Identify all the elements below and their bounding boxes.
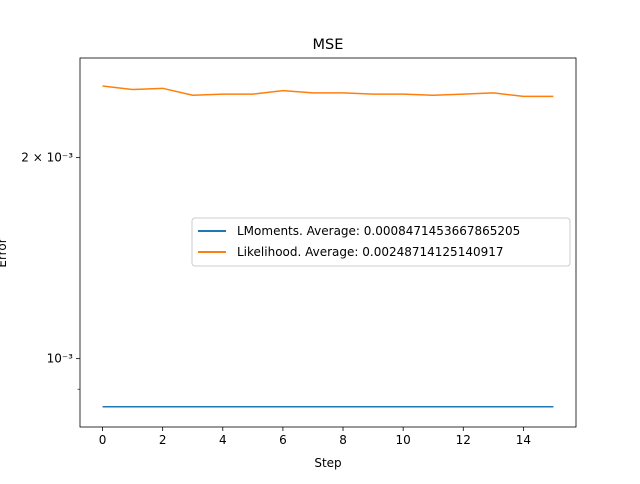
x-tick-label: 2 xyxy=(159,433,167,447)
x-tick-label: 0 xyxy=(99,433,107,447)
x-tick-label: 14 xyxy=(516,433,531,447)
plot-frame xyxy=(79,57,577,428)
plot-layer: 0 2 4 6 8 10 12 14 10⁻³ 2 × 10⁻³ xyxy=(21,57,577,447)
series-line-1 xyxy=(102,85,554,98)
legend-box xyxy=(191,217,571,267)
legend-label-lmoments: LMoments. Average: 0.0008471453667865205 xyxy=(237,224,520,238)
chart-title: MSE xyxy=(313,37,344,53)
y-tick-label: 2 × 10⁻³ xyxy=(21,151,73,165)
legend-label-likelihood: Likelihood. Average: 0.00248714125140917 xyxy=(237,245,504,259)
y-tick-label: 10⁻³ xyxy=(47,352,74,366)
x-tick-label: 6 xyxy=(279,433,287,447)
y-axis-label: Error xyxy=(0,238,9,267)
legend: LMoments. Average: 0.0008471453667865205… xyxy=(191,217,571,267)
x-tick-label: 12 xyxy=(456,433,471,447)
x-tick-label: 8 xyxy=(339,433,347,447)
x-tick-label: 10 xyxy=(396,433,411,447)
x-tick-label: 4 xyxy=(219,433,227,447)
x-axis-label: Step xyxy=(314,456,341,470)
